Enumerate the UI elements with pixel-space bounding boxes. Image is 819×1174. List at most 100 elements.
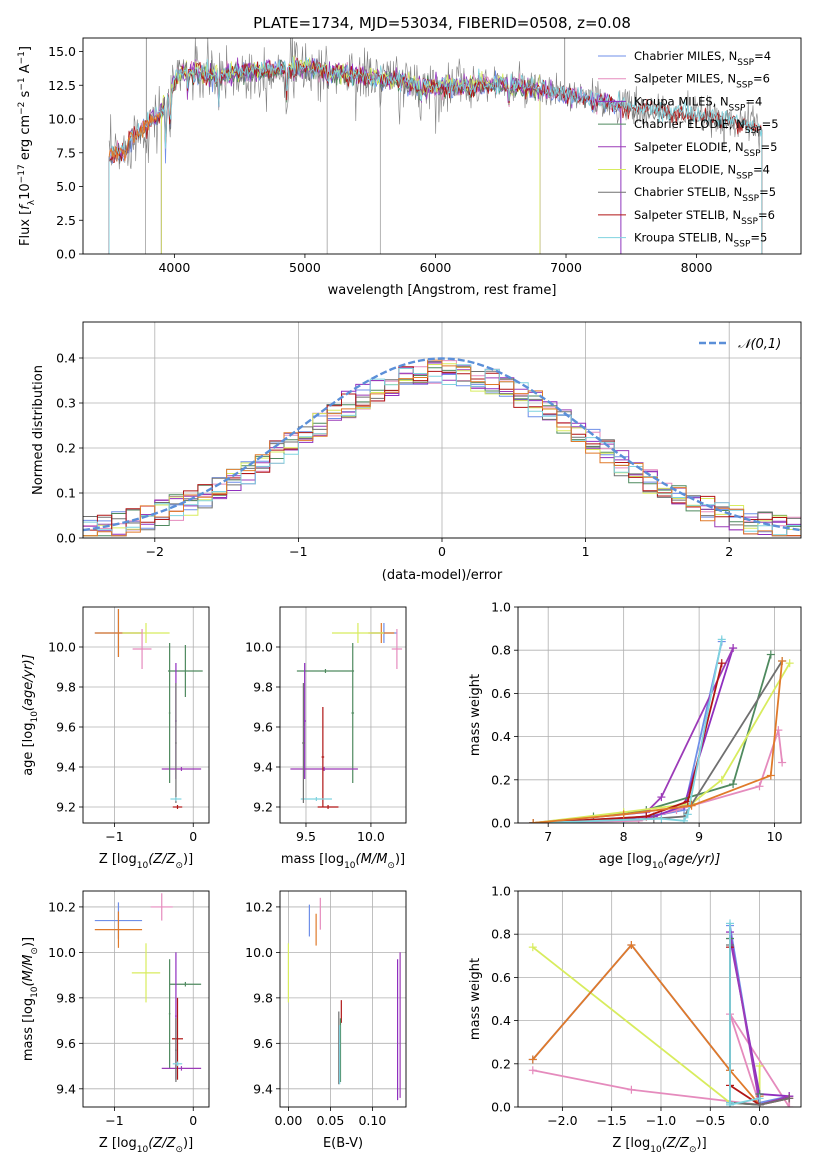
- y-tick-label: 9.6: [56, 1036, 76, 1051]
- legend-entry-part: SSP: [744, 149, 761, 159]
- y-tick-label: 15.0: [48, 44, 76, 59]
- mass-vs-EBV-frame: [279, 890, 407, 1108]
- legend-entry-part: Kroupa ELODIE, N: [634, 163, 736, 177]
- legend-entry-part: Salpeter MILES, N: [634, 72, 736, 86]
- x-tick-label: 4000: [158, 260, 190, 275]
- x-axis-label-part: ⊙: [387, 861, 395, 871]
- x-axis-label-part: (M/M: [356, 852, 388, 867]
- mass-weight-vs-Z-frame: [517, 890, 802, 1108]
- series-line: [533, 729, 783, 823]
- age-vs-Z-axes-plot: [94, 609, 203, 809]
- y-tick-label: 1.0: [491, 600, 511, 615]
- y-axis-label-part: 10: [18, 183, 33, 200]
- y-axis-label-part: ⊙: [30, 947, 40, 955]
- legend-entry: Salpeter STELIB, NSSP=6: [634, 208, 775, 227]
- x-tick-label: 6000: [420, 260, 452, 275]
- legend-entry-part: =4: [754, 49, 771, 63]
- y-tick-label: 12.5: [48, 78, 76, 93]
- x-axis-label-part: Z [log: [99, 852, 137, 867]
- x-tick-label: 9.5: [296, 829, 316, 844]
- y-axis-label-part: −2: [17, 102, 27, 115]
- legend-entry-part: =5: [750, 231, 767, 245]
- legend-entry-part: SSP: [736, 81, 753, 91]
- x-axis-label-part: Z [log: [612, 1136, 650, 1151]
- mass-weight-vs-age-frame: [517, 606, 802, 824]
- y-axis-label-part: erg cm: [18, 115, 33, 164]
- mass-vs-Z-frame: [82, 890, 210, 1108]
- y-tick-label: 0.8: [491, 643, 511, 658]
- x-tick-label: 1: [582, 544, 590, 559]
- y-tick-label: 0.8: [491, 927, 511, 942]
- legend-entry: Kroupa STELIB, NSSP=5: [634, 231, 767, 250]
- y-axis-label-part: ]: [18, 46, 33, 51]
- legend-entry: Chabrier ELODIE, NSSP=5: [634, 117, 779, 136]
- y-tick-label: 10.2: [48, 899, 76, 914]
- series-line: [533, 654, 772, 823]
- y-tick-label: 0.6: [491, 686, 511, 701]
- legend-entry: Salpeter MILES, NSSP=6: [634, 72, 770, 91]
- x-axis-label-part: age [log: [599, 852, 652, 867]
- y-tick-label: 10.0: [48, 945, 76, 960]
- x-axis-label-part: 10: [650, 1145, 662, 1155]
- x-tick-label: 0: [189, 1113, 197, 1128]
- y-tick-label: 2.5: [56, 213, 76, 228]
- y-tick-label: 0.0: [56, 531, 76, 546]
- y-tick-label: 9.4: [253, 1081, 273, 1096]
- legend-entry: Salpeter ELODIE, NSSP=5: [634, 140, 777, 159]
- x-tick-label: 0.0: [750, 1113, 770, 1128]
- legend-entry: Chabrier STELIB, NSSP=5: [634, 185, 776, 204]
- y-axis-label-part: −1: [17, 77, 27, 90]
- series-line: [532, 946, 761, 1106]
- y-tick-label: 9.2: [56, 800, 76, 815]
- y-tick-label: 10.0: [245, 640, 273, 655]
- x-axis-label: E(B-V): [323, 1136, 363, 1151]
- legend-entry-part: Salpeter ELODIE, N: [634, 140, 744, 154]
- mass-weight-vs-Z-axes: −2.0 −1.5 −1.0 −0.5 0.0 0.0 0.2 0.4 0.6 0.8 1.0 Z […: [468, 884, 802, 1155]
- legend-entry-part: SSP: [742, 194, 759, 204]
- y-tick-label: 0.4: [491, 1013, 511, 1028]
- model-spectrum-line: [108, 56, 763, 159]
- x-tick-label: 0: [438, 544, 446, 559]
- x-tick-label: 0: [189, 829, 197, 844]
- y-axis-label: mass weight: [468, 674, 483, 756]
- y-tick-label: 1.0: [491, 884, 511, 899]
- legend-entry-part: =5: [761, 140, 778, 154]
- age-vs-mass-axes: 9.5 10.0 9.2 9.4 9.6 9.8 10.0 mass [log10(M/M⊙)…: [245, 606, 407, 871]
- y-axis-label-part: f: [18, 203, 33, 210]
- x-axis-label: mass [log10(M/M⊙)]: [281, 852, 405, 871]
- series-line: [533, 662, 723, 823]
- y-tick-label: 9.2: [253, 800, 273, 815]
- x-axis-label: Z [log10(Z/Z⊙)]: [99, 852, 193, 871]
- x-axis-label: (data-model)/error: [382, 568, 503, 583]
- legend-entry-part: SSP: [737, 58, 754, 68]
- mass-weight-vs-Z-axes-plot: [528, 919, 794, 1107]
- y-axis-label-part: (M/M: [21, 955, 36, 987]
- legend-entry-part: =5: [759, 185, 776, 199]
- x-tick-label: 2: [725, 544, 733, 559]
- x-tick-label: −1: [289, 544, 307, 559]
- model-spectrum-line: [160, 55, 540, 148]
- legend-entry-part: Kroupa MILES, N: [634, 94, 729, 108]
- legend-entry-part: Chabrier MILES, N: [634, 49, 737, 63]
- x-axis-label-part: ⊙: [175, 1145, 183, 1155]
- y-tick-label: 0.0: [56, 247, 76, 262]
- legend-entry-part: Kroupa STELIB, N: [634, 231, 734, 245]
- x-tick-label: 5000: [289, 260, 321, 275]
- legend-entry-part: =6: [753, 72, 770, 86]
- x-tick-label: 0.05: [316, 1113, 344, 1128]
- residuals-axes-plot: [83, 357, 801, 537]
- x-axis-label: wavelength [Angstrom, rest frame]: [328, 283, 557, 298]
- legend-entry-part: SSP: [736, 172, 753, 182]
- legend-entry: 𝒩(0,1): [738, 337, 781, 352]
- y-axis-label: mass weight: [468, 958, 483, 1040]
- mass-vs-Z-axes-plot: [94, 893, 202, 1082]
- mass-vs-EBV-axes-plot: [287, 897, 401, 1101]
- x-axis-label-part: 10: [344, 861, 356, 871]
- residuals-frame: [82, 321, 802, 539]
- y-axis-label: mass [log10(M/M⊙)]: [21, 937, 40, 1061]
- legend-entry-part: =5: [762, 117, 779, 131]
- y-tick-label: 0.2: [56, 441, 76, 456]
- y-tick-label: 0.3: [56, 396, 76, 411]
- y-axis-label-part: λ: [27, 199, 37, 205]
